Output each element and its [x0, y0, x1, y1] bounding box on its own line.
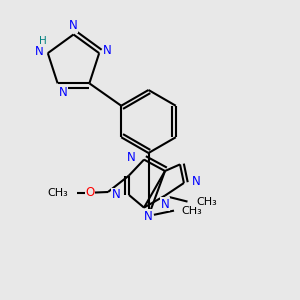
- Text: O: O: [85, 186, 94, 199]
- Text: N: N: [103, 44, 112, 57]
- Text: CH₃: CH₃: [182, 206, 202, 216]
- Text: CH₃: CH₃: [47, 188, 68, 198]
- Text: N: N: [160, 197, 169, 211]
- Text: H: H: [38, 36, 46, 46]
- Text: N: N: [127, 151, 136, 164]
- Text: CH₃: CH₃: [196, 196, 217, 207]
- Text: N: N: [112, 188, 121, 202]
- Text: N: N: [68, 19, 77, 32]
- Text: N: N: [59, 86, 68, 99]
- Text: N: N: [192, 175, 201, 188]
- Text: N: N: [144, 209, 153, 223]
- Text: N: N: [34, 45, 43, 58]
